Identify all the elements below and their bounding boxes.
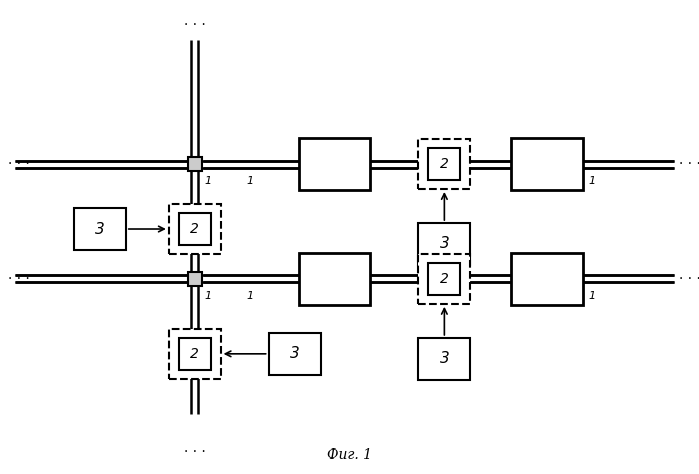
Bar — [298, 253, 370, 305]
Bar — [419, 223, 470, 265]
Text: 1: 1 — [205, 176, 212, 186]
Text: 1: 1 — [588, 176, 596, 186]
Text: 1: 1 — [588, 291, 596, 301]
Bar — [511, 253, 583, 305]
Text: · · ·: · · · — [8, 157, 30, 171]
Text: 2: 2 — [190, 222, 199, 236]
Bar — [74, 208, 126, 250]
Text: 2: 2 — [440, 272, 449, 286]
Bar — [188, 272, 202, 286]
Bar — [419, 139, 470, 189]
Bar — [428, 148, 461, 180]
Text: 1: 1 — [246, 176, 253, 186]
Text: 1: 1 — [205, 291, 212, 301]
Text: 3: 3 — [289, 346, 299, 361]
Bar — [428, 263, 461, 295]
Bar — [179, 213, 210, 245]
Text: 3: 3 — [440, 237, 449, 252]
Bar — [419, 338, 470, 380]
Bar — [188, 157, 202, 171]
Bar — [298, 138, 370, 190]
Bar — [419, 254, 470, 304]
Text: 2: 2 — [440, 157, 449, 171]
Bar — [511, 138, 583, 190]
Text: · · ·: · · · — [679, 157, 699, 171]
Text: · · ·: · · · — [184, 445, 206, 459]
Text: · · ·: · · · — [184, 18, 206, 32]
Text: · · ·: · · · — [679, 272, 699, 286]
Bar — [179, 338, 210, 370]
Bar — [168, 329, 221, 379]
Text: 3: 3 — [95, 221, 105, 237]
Text: 2: 2 — [190, 347, 199, 361]
Bar — [168, 204, 221, 254]
Text: 1: 1 — [246, 291, 253, 301]
Text: · · ·: · · · — [8, 272, 30, 286]
Text: 3: 3 — [440, 351, 449, 366]
Bar — [268, 333, 321, 375]
Text: Фиг. 1: Фиг. 1 — [327, 447, 372, 462]
